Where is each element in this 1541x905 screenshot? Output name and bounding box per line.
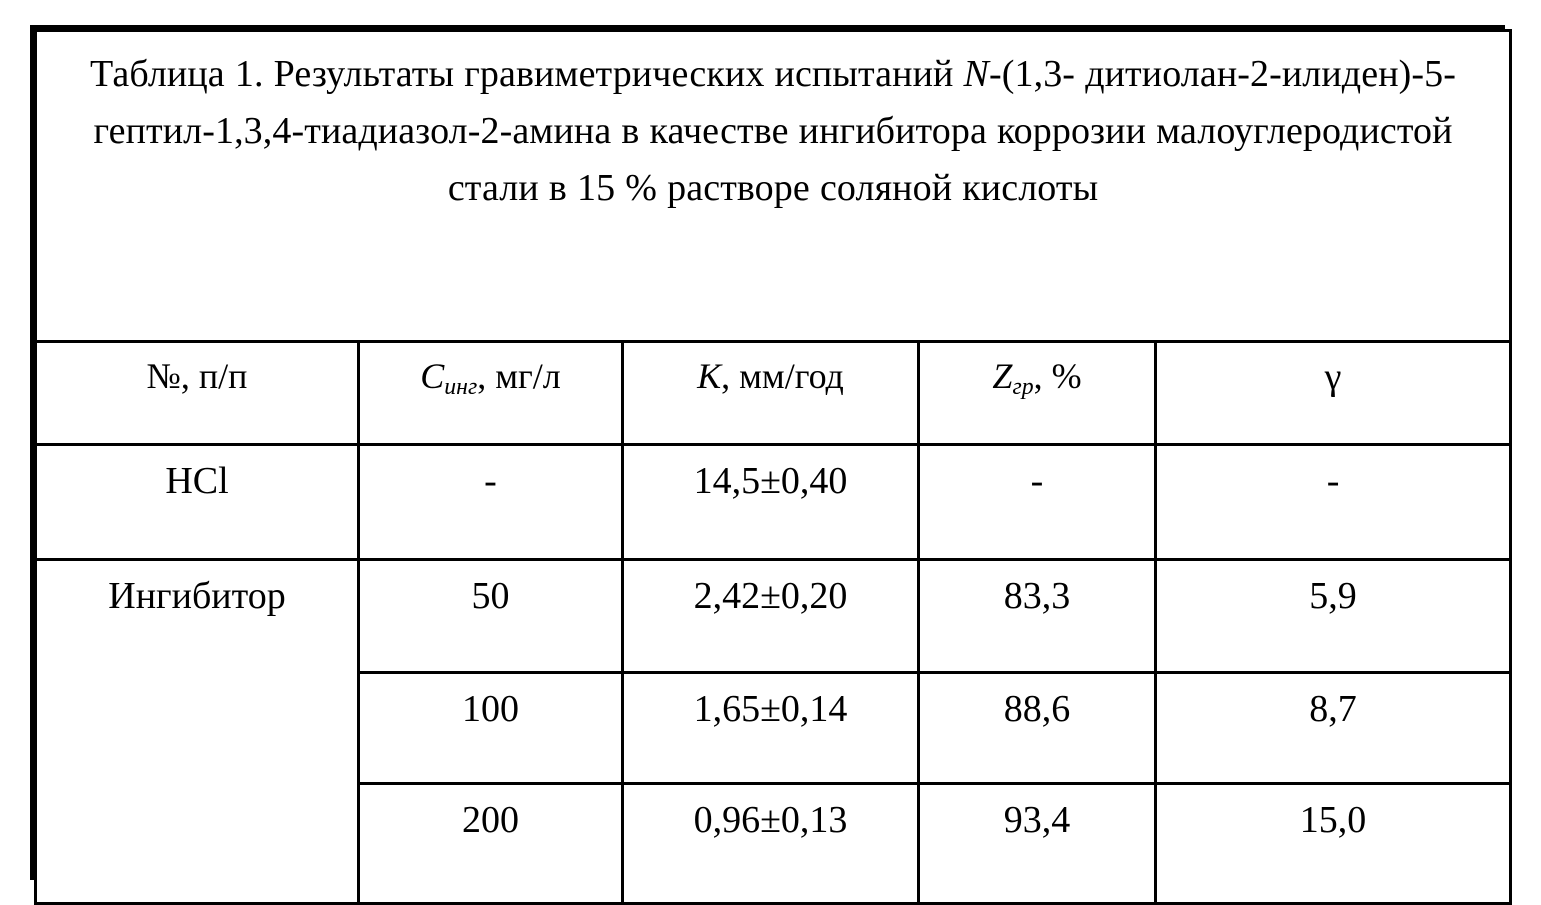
column-header-corrosion-rate: K, мм/год xyxy=(621,340,920,446)
cell-text: 200 xyxy=(462,799,519,841)
column-header-gamma: γ xyxy=(1153,340,1513,446)
cell-text: 14,5±0,40 xyxy=(693,460,848,502)
cell-concentration: 200 xyxy=(357,782,624,905)
column-header-index-label: №, п/п xyxy=(37,343,357,397)
cell-text: - xyxy=(484,460,497,502)
table-caption-cell: Таблица 1. Результаты гравиметрических и… xyxy=(33,29,1513,343)
cell-text: 88,6 xyxy=(1003,688,1071,730)
cell-concentration: 50 xyxy=(357,558,624,674)
cell-concentration: 100 xyxy=(357,671,624,785)
header-symbol-c: C xyxy=(420,356,445,396)
table-frame: Таблица 1. Результаты гравиметрических и… xyxy=(30,25,1513,905)
column-header-gamma-label: γ xyxy=(1157,343,1509,399)
cell-gamma: 15,0 xyxy=(1153,782,1513,905)
caption-line1-italic-n: N xyxy=(963,53,989,95)
cell-text: 100 xyxy=(462,688,519,730)
cell-text: 5,9 xyxy=(1309,575,1357,617)
cell-corrosion-rate: 1,65±0,14 xyxy=(621,671,920,785)
caption-line3: ингибитора коррозии малоуглеродистой ста… xyxy=(447,110,1453,209)
caption-line1-part2: -(1,3- xyxy=(989,53,1076,95)
table-row: 100 1,65±0,14 88,6 8,7 xyxy=(36,671,1513,785)
cell-text: 83,3 xyxy=(1003,575,1071,617)
cell-text: - xyxy=(1030,460,1044,502)
cell-protection-degree: - xyxy=(917,443,1157,561)
table-caption-text: Таблица 1. Результаты гравиметрических и… xyxy=(37,32,1509,217)
cell-text: 1,65±0,14 xyxy=(693,688,848,730)
header-symbol-k: K xyxy=(697,356,722,396)
cell-text: HCl xyxy=(165,460,229,502)
cell-text: 2,42±0,20 xyxy=(693,575,848,617)
cell-concentration: - xyxy=(357,443,624,561)
header-unit-mgl: , мг/л xyxy=(477,356,561,396)
cell-protection-degree: 88,6 xyxy=(917,671,1157,785)
table-row: HCl - 14,5±0,40 - - xyxy=(34,443,1513,561)
column-header-protection-degree-label: Zгр, % xyxy=(920,343,1154,400)
gravimetric-results-table: Таблица 1. Результаты гравиметрических и… xyxy=(33,29,1513,905)
cell-sample-label-inhibitor: Ингибитор xyxy=(34,558,360,905)
header-unit-percent: , % xyxy=(1033,356,1082,396)
column-header-protection-degree: Zгр, % xyxy=(917,340,1157,446)
cell-text: 93,4 xyxy=(1003,799,1071,841)
column-header-concentration-label: Cинг, мг/л xyxy=(360,343,621,400)
header-subscript-gr: гр xyxy=(1012,373,1034,400)
cell-text: Ингибитор xyxy=(108,575,286,617)
cell-protection-degree: 83,3 xyxy=(917,558,1157,674)
header-subscript-ing: инг xyxy=(444,373,478,400)
cell-sample-label: HCl xyxy=(34,443,360,561)
cell-gamma: - xyxy=(1153,443,1513,561)
cell-text: 50 xyxy=(471,575,510,617)
caption-line4: соляной кислоты xyxy=(819,167,1099,209)
table-header-row: №, п/п Cинг, мг/л K, мм/год Zгр, % γ xyxy=(34,340,1513,446)
table-row: Ингибитор 50 2,42±0,20 83,3 5,9 xyxy=(34,558,1513,905)
column-header-corrosion-rate-label: K, мм/год xyxy=(624,343,917,397)
cell-gamma: 8,7 xyxy=(1153,671,1513,785)
header-symbol-gamma: γ xyxy=(1324,356,1342,398)
column-header-index: №, п/п xyxy=(34,340,360,446)
cell-text: 15,0 xyxy=(1299,799,1367,841)
column-header-concentration: Cинг, мг/л xyxy=(357,340,624,446)
cell-text: 8,7 xyxy=(1309,688,1357,730)
cell-protection-degree: 93,4 xyxy=(917,782,1157,905)
cell-gamma: 5,9 xyxy=(1153,558,1513,674)
header-index-text: №, п/п xyxy=(146,356,248,396)
cell-corrosion-rate: 0,96±0,13 xyxy=(621,782,920,905)
header-symbol-z: Z xyxy=(992,356,1013,396)
caption-line1-part1: Таблица 1. Результаты гравиметрических и… xyxy=(90,53,964,95)
cell-text: 0,96±0,13 xyxy=(693,799,848,841)
cell-text: - xyxy=(1326,460,1340,502)
header-unit-mmyear: , мм/год xyxy=(721,356,844,396)
caption-line2: дитиолан-2-илиден)-5-гептил-1,3,4-тиадиа… xyxy=(93,53,1457,152)
cell-corrosion-rate: 2,42±0,20 xyxy=(621,558,920,674)
cell-corrosion-rate: 14,5±0,40 xyxy=(621,443,920,561)
table-row: 200 0,96±0,13 93,4 15,0 xyxy=(36,782,1513,905)
table-caption-row: Таблица 1. Результаты гравиметрических и… xyxy=(33,29,1513,343)
